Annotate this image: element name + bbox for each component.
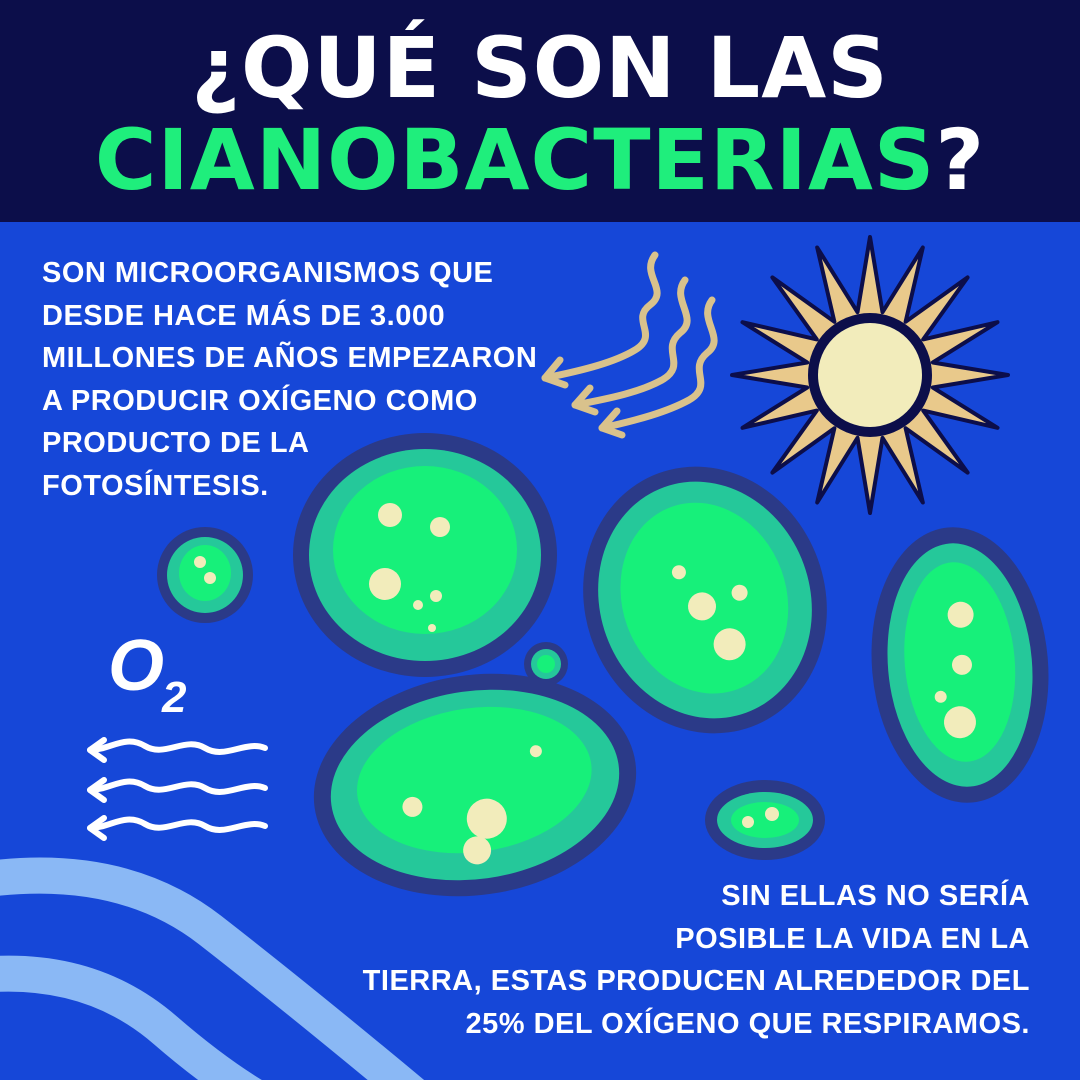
cyanobacteria-cell-icon [583, 466, 827, 734]
cyanobacteria-cell-icon [157, 527, 253, 623]
outro-paragraph: Sin ellas no sería posible la vida en la… [363, 875, 1030, 1045]
title-highlight: CIANOBACTERIAS [94, 111, 936, 209]
title-text: ¿QUÉ SON LAS [191, 19, 889, 117]
intro-paragraph: Son microorganismos que desde hace más d… [42, 252, 537, 507]
header-band [0, 0, 1080, 222]
wave-decoration [0, 857, 425, 1080]
oxygen-label: O 2 [108, 626, 187, 722]
cyanobacteria-cell-icon [293, 433, 557, 677]
outro-line: Tierra, estas producen alrededor del [362, 965, 1030, 997]
cyanobacteria-cell-icon [524, 642, 568, 686]
oxygen-subscript: 2 [161, 673, 187, 722]
oxygen-wind-icon [87, 737, 268, 841]
intro-line: fotosíntesis. [42, 469, 269, 502]
sunlight-ray-icon [541, 251, 661, 389]
cyanobacteria-cells [157, 433, 1049, 897]
title-question-mark: ? [935, 111, 986, 209]
intro-line: producto de la [42, 427, 310, 459]
outro-line: posible la vida en la [675, 922, 1030, 955]
outro-line: Sin ellas no sería [721, 880, 1030, 912]
cyanobacteria-cell-icon [871, 527, 1049, 803]
title-line-2: CIANOBACTERIAS? [0, 114, 1080, 206]
cyanobacteria-cell-icon [705, 780, 825, 860]
cyanobacteria-cell-icon [313, 673, 637, 897]
sunlight-ray-icon [598, 296, 718, 439]
oxygen-symbol: O [108, 626, 164, 706]
intro-line: Son microorganismos que [42, 257, 494, 289]
sunlight-rays [541, 251, 718, 439]
intro-line: a producir oxígeno como [42, 384, 478, 417]
sunlight-ray-icon [571, 276, 691, 416]
intro-line: millones de años empezaron [42, 342, 538, 374]
sun-icon [730, 235, 1010, 515]
intro-line: desde hace más de 3.000 [42, 299, 446, 332]
outro-line: 25% del oxígeno que respiramos. [465, 1007, 1030, 1040]
title-line-1: ¿QUÉ SON LAS [0, 22, 1080, 114]
